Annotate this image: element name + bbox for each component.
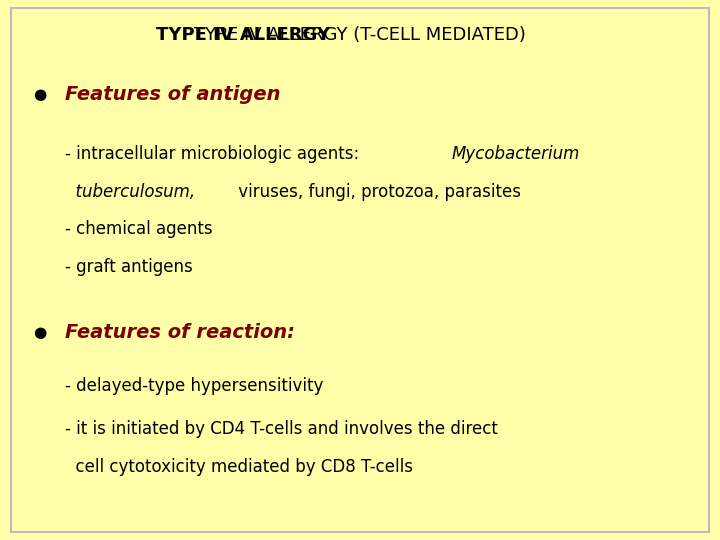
Text: ●: ● <box>33 325 46 340</box>
Text: - graft antigens: - graft antigens <box>65 258 192 276</box>
Text: TYPE IV ALLERGY (T-CELL MEDIATED): TYPE IV ALLERGY (T-CELL MEDIATED) <box>194 26 526 44</box>
Text: tuberculosum,: tuberculosum, <box>65 183 195 201</box>
Text: Features of antigen: Features of antigen <box>65 85 280 104</box>
Text: - chemical agents: - chemical agents <box>65 220 212 239</box>
Text: - it is initiated by CD4 T-cells and involves the direct: - it is initiated by CD4 T-cells and inv… <box>65 420 498 438</box>
Text: TYPE IV ALLERGY: TYPE IV ALLERGY <box>156 26 330 44</box>
Text: Features of reaction:: Features of reaction: <box>65 322 294 342</box>
Text: - delayed-type hypersensitivity: - delayed-type hypersensitivity <box>65 377 323 395</box>
Text: Mycobacterium: Mycobacterium <box>451 145 580 163</box>
Text: viruses, fungi, protozoa, parasites: viruses, fungi, protozoa, parasites <box>233 183 521 201</box>
FancyBboxPatch shape <box>11 8 709 532</box>
Text: cell cytotoxicity mediated by CD8 T-cells: cell cytotoxicity mediated by CD8 T-cell… <box>65 458 413 476</box>
Text: - intracellular microbiologic agents:: - intracellular microbiologic agents: <box>65 145 364 163</box>
Text: ●: ● <box>33 87 46 102</box>
